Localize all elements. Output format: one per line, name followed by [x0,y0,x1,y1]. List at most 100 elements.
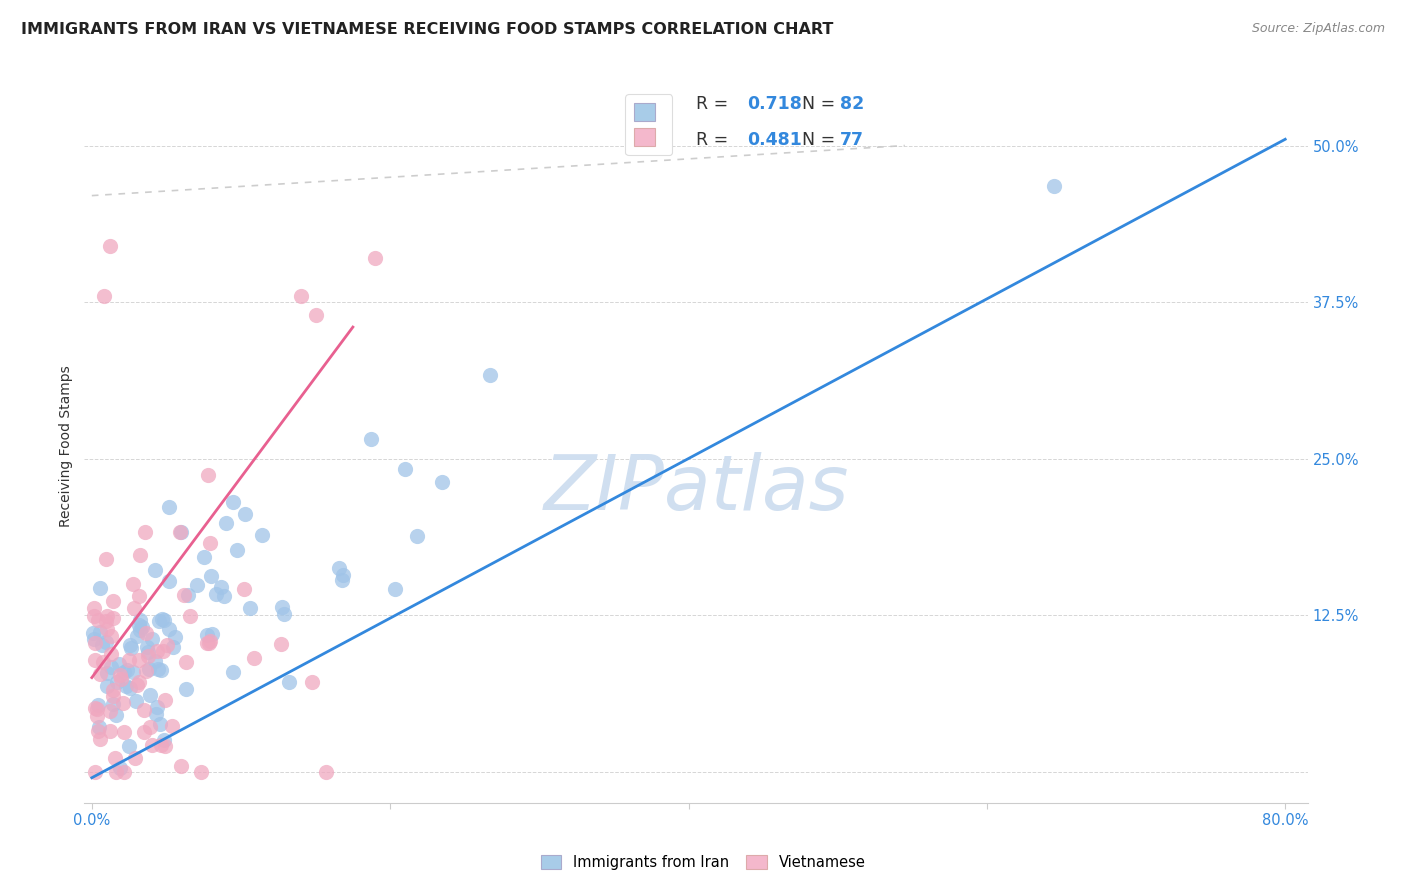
Point [96,614,118,628]
Point [146,662,169,676]
Point [83,601,105,615]
Point [145,700,167,714]
Text: R =: R = [696,130,734,149]
Point [121,577,143,591]
Point [169,524,191,539]
Point [179,609,201,624]
Text: 0.718: 0.718 [748,95,803,113]
Point [136,645,159,659]
Point [394,462,416,476]
Point [90,638,112,652]
Point [105,674,128,689]
Point [128,617,150,632]
Point [150,612,173,626]
Point [290,289,312,303]
Point [96,622,118,636]
Point [315,764,337,779]
Point [193,550,215,565]
Point [273,607,295,621]
Point [96,666,118,681]
Point [131,620,153,634]
Point [330,574,353,588]
Point [112,725,135,739]
Point [143,653,166,667]
Point [405,529,427,543]
Point [114,665,136,679]
Point [129,623,152,637]
Point [163,631,186,645]
Point [250,527,273,541]
Point [129,613,152,627]
Point [148,614,170,628]
Point [120,681,142,695]
Point [120,640,142,655]
Point [328,561,350,575]
Point [195,628,218,642]
Point [186,578,208,592]
Point [277,675,299,690]
Point [96,679,118,693]
Point [110,673,132,687]
Point [364,251,387,265]
Point [118,739,141,753]
Point [225,542,247,557]
Point [101,690,124,704]
Point [139,720,162,734]
Text: N =: N = [803,95,841,113]
Point [114,679,136,693]
Point [121,665,143,679]
Point [243,651,266,665]
Point [84,764,107,779]
Point [128,675,150,690]
Point [84,636,107,650]
Point [103,611,125,625]
Point [110,667,132,681]
Point [101,683,124,698]
Point [86,708,108,723]
Point [83,632,105,646]
Legend: Immigrants from Iran, Vietnamese: Immigrants from Iran, Vietnamese [534,849,872,876]
Point [332,568,354,582]
Point [132,725,155,739]
Point [222,494,245,508]
Point [127,630,149,644]
Point [89,582,111,596]
Point [301,675,323,690]
Point [174,681,197,696]
Point [155,638,177,652]
Point [479,368,502,383]
Point [153,733,176,747]
Point [86,702,108,716]
Text: 0.481: 0.481 [748,130,803,149]
Point [233,507,256,521]
Point [198,633,221,648]
Point [132,703,155,717]
Point [157,622,180,636]
Text: 77: 77 [841,130,865,149]
Point [93,289,115,303]
Point [160,719,183,733]
Point [108,657,131,672]
Point [87,723,110,738]
Point [100,660,122,674]
Point [91,655,114,669]
Point [136,640,159,654]
Point [86,613,108,627]
Point [128,653,150,667]
Text: ZIPatlas: ZIPatlas [543,452,849,525]
Point [205,587,228,601]
Point [89,666,111,681]
Point [145,706,167,721]
Point [170,759,193,773]
Point [157,574,180,588]
Point [101,697,124,711]
Point [215,516,238,530]
Point [157,500,180,515]
Point [143,563,166,577]
Point [98,238,121,252]
Point [176,588,198,602]
Point [153,692,176,706]
Point [96,552,118,566]
Point [222,665,245,680]
Point [209,580,232,594]
